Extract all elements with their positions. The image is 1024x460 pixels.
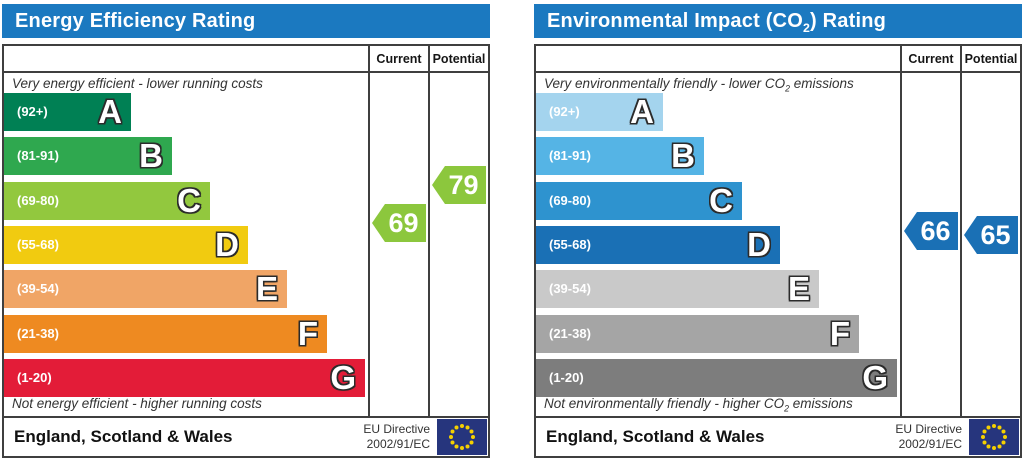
rating-table: Current Potential Very environmentally f… bbox=[534, 44, 1022, 458]
potential-column-header: Potential bbox=[960, 46, 1020, 71]
band-row-g: (1-20) G bbox=[4, 358, 365, 397]
eu-directive-label: EU Directive 2002/91/EC bbox=[895, 422, 962, 451]
band-letter: B bbox=[139, 137, 163, 175]
band-range: (55-68) bbox=[549, 236, 591, 252]
band-letter: D bbox=[215, 225, 239, 263]
potential-column: 79 bbox=[428, 73, 488, 416]
band-row-c: (69-80) C bbox=[536, 181, 742, 220]
potential-rating-arrow: 79 bbox=[432, 166, 486, 204]
band-row-f: (21-38) F bbox=[536, 314, 859, 353]
band-row-g: (1-20) G bbox=[536, 358, 897, 397]
current-column-header: Current bbox=[900, 46, 960, 71]
region-label: England, Scotland & Wales bbox=[14, 427, 233, 446]
band-range: (55-68) bbox=[17, 236, 59, 252]
top-note: Very energy efficient - lower running co… bbox=[12, 76, 263, 91]
environmental-impact-chart: Environmental Impact (CO2) Rating Curren… bbox=[534, 4, 1022, 458]
band-range: (69-80) bbox=[549, 192, 591, 208]
band-range: (92+) bbox=[549, 104, 580, 119]
band-letter: D bbox=[747, 225, 771, 263]
band-letter: A bbox=[98, 93, 122, 130]
rating-table: Current Potential Very energy efficient … bbox=[2, 44, 490, 458]
current-column-header: Current bbox=[368, 46, 428, 71]
eu-flag-icon bbox=[437, 419, 487, 455]
band-letter: E bbox=[255, 270, 278, 308]
band-range: (1-20) bbox=[549, 369, 584, 385]
band-letter: G bbox=[862, 358, 888, 396]
band-letter: F bbox=[829, 314, 850, 352]
band-range: (39-54) bbox=[549, 281, 591, 297]
bottom-note: Not environmentally friendly - higher CO… bbox=[544, 396, 853, 414]
title-text: ) Rating bbox=[810, 10, 887, 32]
rating-body: Very environmentally friendly - lower CO… bbox=[536, 73, 1020, 416]
eu-flag-icon bbox=[969, 419, 1019, 455]
band-row-b: (81-91) B bbox=[536, 137, 704, 176]
current-column: 66 bbox=[900, 73, 960, 416]
band-range: (1-20) bbox=[17, 369, 52, 385]
band-header-spacer bbox=[4, 46, 368, 71]
band-row-d: (55-68) D bbox=[4, 225, 248, 264]
band-row-a: (92+) A bbox=[4, 93, 131, 131]
band-letter: C bbox=[709, 181, 733, 219]
potential-column-header: Potential bbox=[428, 46, 488, 71]
band-row-e: (39-54) E bbox=[536, 270, 819, 309]
rating-body: Very energy efficient - lower running co… bbox=[4, 73, 488, 416]
region-label: England, Scotland & Wales bbox=[546, 427, 765, 446]
band-range: (21-38) bbox=[17, 325, 59, 341]
current-rating-arrow: 69 bbox=[372, 204, 426, 242]
band-range: (81-91) bbox=[17, 148, 59, 164]
band-row-c: (69-80) C bbox=[4, 181, 210, 220]
band-letter: B bbox=[671, 137, 695, 175]
band-row-a: (92+) A bbox=[536, 93, 663, 131]
band-row-f: (21-38) F bbox=[4, 314, 327, 353]
band-letter: F bbox=[297, 314, 318, 352]
title-text: Energy Efficiency Rating bbox=[15, 10, 256, 32]
band-letter: G bbox=[330, 358, 356, 396]
title-subscript: 2 bbox=[802, 21, 811, 35]
eu-directive-label: EU Directive 2002/91/EC bbox=[363, 422, 430, 451]
energy-efficiency-chart: Energy Efficiency Rating Current Potenti… bbox=[2, 4, 490, 458]
environmental-impact-title: Environmental Impact (CO2) Rating bbox=[534, 4, 1022, 38]
band-row-d: (55-68) D bbox=[536, 225, 780, 264]
potential-rating-arrow: 65 bbox=[964, 216, 1018, 254]
band-range: (92+) bbox=[17, 104, 48, 119]
current-column: 69 bbox=[368, 73, 428, 416]
band-letter: C bbox=[177, 181, 201, 219]
band-row-b: (81-91) B bbox=[4, 137, 172, 176]
band-row-e: (39-54) E bbox=[4, 270, 287, 309]
chart-footer: England, Scotland & Wales EU Directive 2… bbox=[536, 416, 1020, 456]
top-note: Very environmentally friendly - lower CO… bbox=[544, 76, 854, 94]
chart-footer: England, Scotland & Wales EU Directive 2… bbox=[4, 416, 488, 456]
column-header-row: Current Potential bbox=[4, 46, 488, 73]
band-letter: A bbox=[630, 93, 654, 130]
band-letter: E bbox=[787, 270, 810, 308]
energy-efficiency-title: Energy Efficiency Rating bbox=[2, 4, 490, 38]
title-text: Environmental Impact (CO bbox=[547, 10, 803, 32]
band-header-spacer bbox=[536, 46, 900, 71]
potential-column: 65 bbox=[960, 73, 1020, 416]
band-range: (39-54) bbox=[17, 281, 59, 297]
current-rating-arrow: 66 bbox=[904, 212, 958, 250]
band-range: (69-80) bbox=[17, 192, 59, 208]
bottom-note: Not energy efficient - higher running co… bbox=[12, 396, 262, 411]
band-range: (21-38) bbox=[549, 325, 591, 341]
band-range: (81-91) bbox=[549, 148, 591, 164]
column-header-row: Current Potential bbox=[536, 46, 1020, 73]
